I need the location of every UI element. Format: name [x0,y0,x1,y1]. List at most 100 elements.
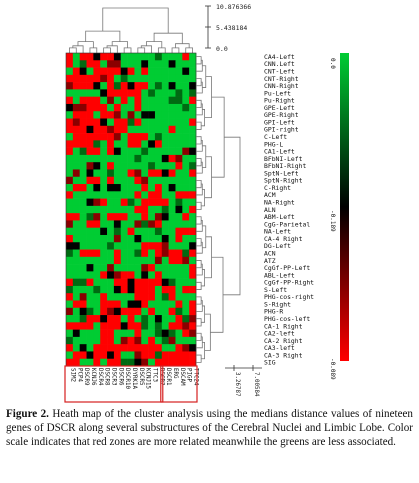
heatmap-cell [79,89,87,97]
heatmap-cell [72,234,80,243]
heatmap-cell [107,351,115,360]
heatmap-cell [100,82,108,90]
heatmap-cell [100,220,108,228]
heatmap-cell [107,249,115,258]
heatmap-cell [161,329,169,338]
dendrogram-branch [196,136,202,145]
heatmap-cell [175,154,183,163]
heatmap-cell [72,103,80,112]
heatmap-cell [148,169,156,178]
heatmap-cell [107,198,115,207]
heatmap-cell [182,300,190,309]
heatmap-cell [161,111,169,119]
heatmap-cell [72,162,80,170]
dendrogram-branch [196,332,202,341]
heatmap-cell [100,169,108,178]
heatmap-cell [66,271,74,279]
dendrogram-branch [196,260,202,269]
dendrogram-branch [77,41,94,48]
row-label: Pu-Right [264,97,295,105]
column-labels: SIM2 PCP4 DSCR9 KCNJ6 DSCR4 DSCR8 DSCR3 DSCR6 DS… [64,365,199,403]
heatmap-cell [93,205,101,214]
heatmap-cell [72,74,80,83]
heatmap-cell [113,96,122,105]
heatmap-cell [79,278,87,287]
heatmap-cell [72,140,80,148]
heatmap-cell [189,307,197,316]
heatmap-cell [107,96,115,105]
heatmap-cell [107,169,115,178]
heatmap-cell [86,278,94,287]
heatmap-cell [107,213,115,221]
heatmap-cell [127,307,135,316]
heatmap-cell [182,169,190,178]
heatmap-cell [86,53,94,61]
heatmap-cell [100,96,108,105]
heatmap-cell [148,242,156,250]
dendrogram-branch [202,225,207,249]
row-label: C-Left [264,133,287,141]
top-dendrogram-scale: 10.876366 5.438184 0.0 [205,3,251,53]
heatmap-cell [182,191,190,199]
heatmap-cell [154,213,163,221]
heatmap-cell [79,358,87,367]
heatmap-cell [93,118,101,127]
heatmap-cell [182,358,190,367]
heatmap-cell [175,322,183,330]
heatmap-cell [79,184,87,192]
heatmap-cell [72,329,80,338]
heatmap-cell [120,336,128,345]
heatmap-cell [175,264,183,272]
heatmap-cell [134,351,142,360]
heatmap-cell [86,154,94,163]
dendrogram-branch [72,45,84,53]
heatmap-cell [148,147,156,156]
heatmap-cell [182,53,190,61]
heatmap-cell [127,154,135,163]
heatmap-cell [148,307,156,316]
heatmap-cell [72,315,80,323]
heatmap-cell [93,82,101,90]
heatmap-cell [72,82,80,90]
heatmap-cell [154,118,163,127]
heatmap-cell [168,249,176,258]
heatmap-cell [66,213,74,221]
heatmap-cell [86,133,94,141]
heatmap-cell [134,220,142,228]
heatmap-cell [107,234,115,243]
heatmap-cell [182,111,190,119]
heatmap-cell [66,103,74,112]
dendrogram-branch [123,47,132,53]
heatmap-cell [100,74,108,83]
heatmap-cell [66,169,74,178]
heatmap-cell [134,264,142,272]
heatmap-cell [113,256,122,265]
heatmap-cell [66,358,74,367]
heatmap-cell [79,198,87,207]
heatmap-cell [100,118,108,127]
column-label: DSCR1 [165,368,171,386]
heatmap-cell [127,329,135,338]
heatmap-cell [141,89,149,97]
dendrogram-branch [153,32,183,44]
heatmap-cell [72,198,80,207]
heatmap-cell [175,358,183,367]
heatmap-cell [120,264,128,272]
heatmap-cell [189,53,197,61]
heatmap-cell [154,82,163,90]
heatmap-cell [141,169,149,178]
row-label: ALN [264,206,276,214]
heatmap-cell [120,285,128,294]
heatmap-cell [161,96,169,105]
heatmap-cell [168,344,176,352]
heatmap-cell [113,205,122,214]
heatmap-cell [72,169,80,178]
heatmap-cell [86,344,94,352]
dendrogram-branch [201,341,205,360]
heatmap-cell [127,300,135,309]
heatmap-cell [175,111,183,119]
heatmap-cell [107,133,115,141]
heatmap-cell [182,344,190,352]
heatmap-cell [127,111,135,119]
heatmap-cell [113,147,122,156]
